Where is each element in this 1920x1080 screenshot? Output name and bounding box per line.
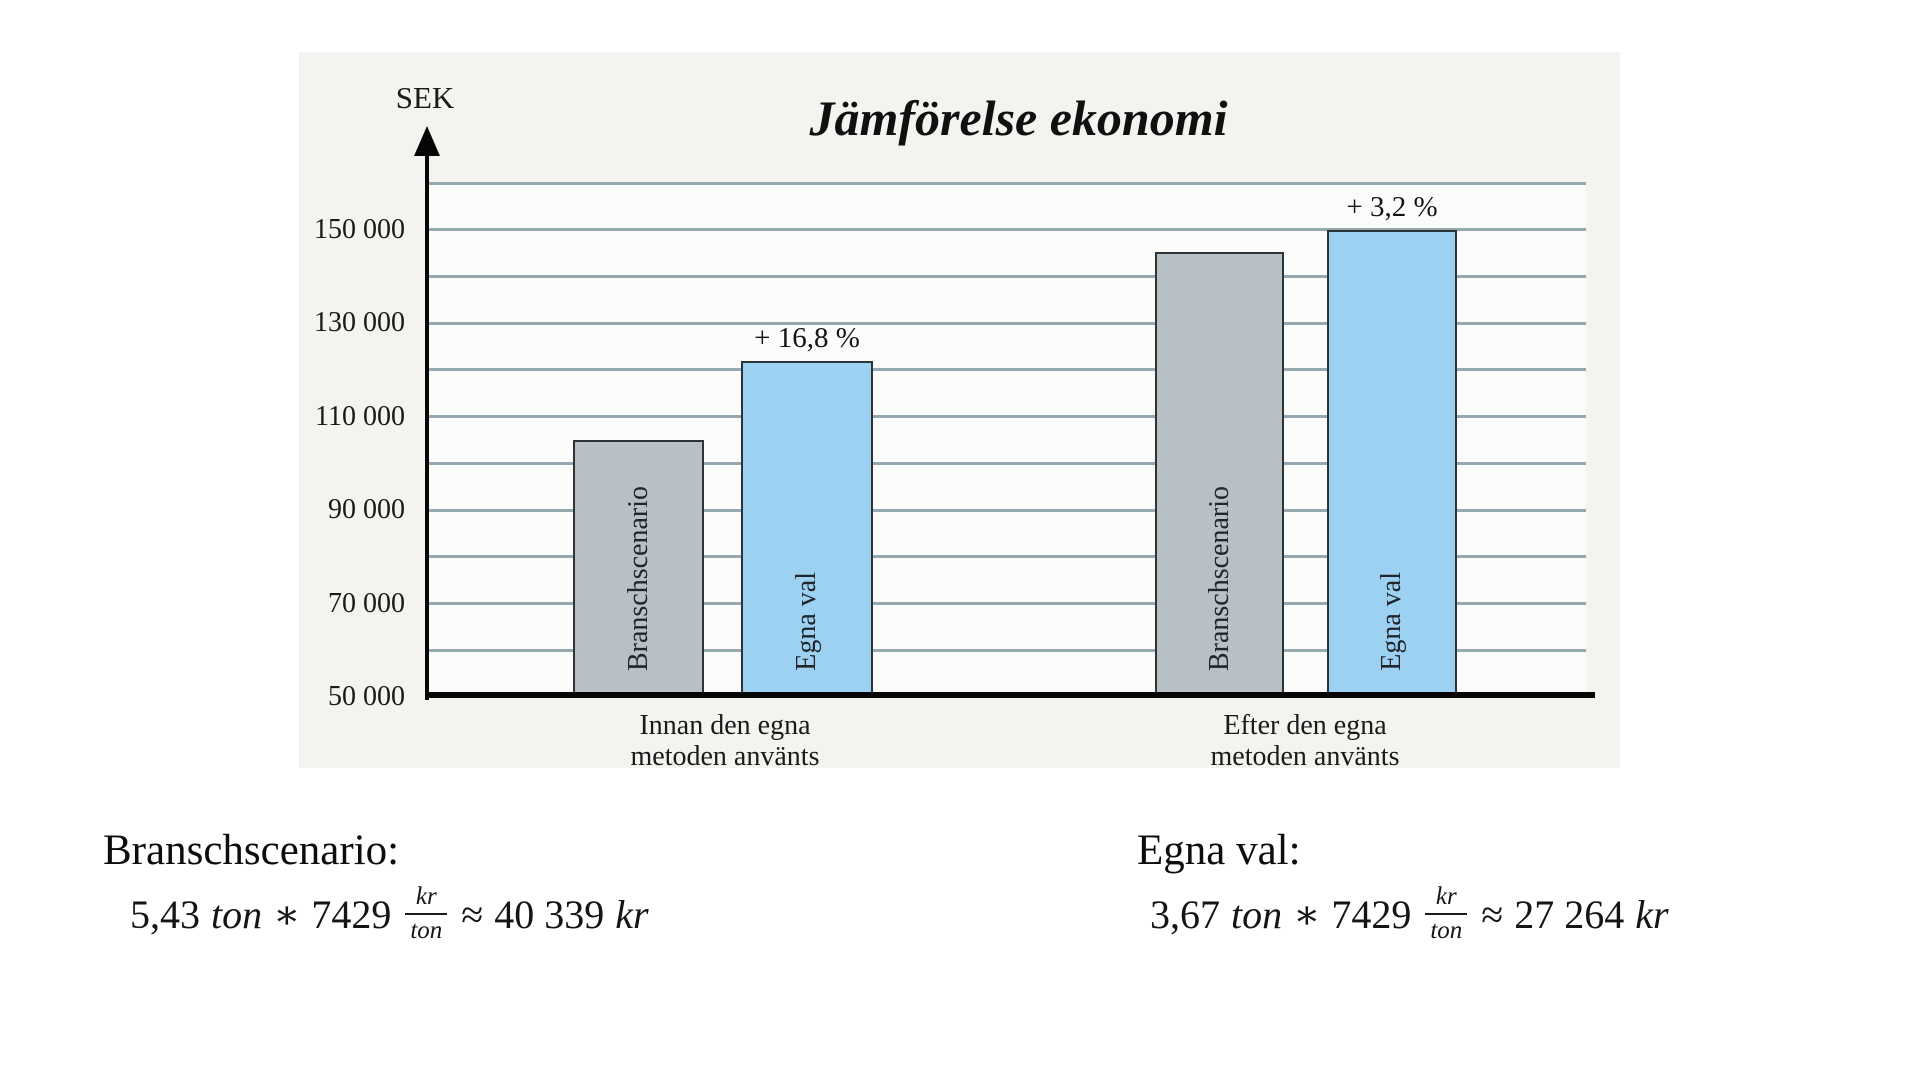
gridline: [427, 275, 1586, 279]
gridline: [427, 181, 1586, 185]
y-axis-line: [425, 152, 429, 700]
formula-1-fraction: kr ton: [405, 882, 448, 946]
formula-1-heading: Branschscenario:: [103, 827, 400, 874]
bar-label: Egna val: [1376, 572, 1407, 671]
formula-2-fraction-denominator: ton: [1425, 912, 1468, 946]
formula-2-operator: ∗: [1293, 891, 1321, 937]
x-axis-label-group-1: Innan den egna metoden använts: [630, 710, 820, 772]
formula-2-fraction: kr ton: [1425, 882, 1468, 946]
gridline: [427, 648, 1586, 652]
gridline: [427, 321, 1586, 325]
formula-1-factor-unit: ton: [211, 891, 263, 937]
y-tick-label: 130 000: [314, 307, 405, 339]
formula-1-factor: 5,43: [130, 891, 200, 937]
bar-annotation: + 16,8 %: [754, 321, 860, 354]
formula-1-result: 40 339: [494, 891, 605, 937]
bar-label: Branschscenario: [1203, 485, 1235, 671]
formula-1-price: 7429: [311, 891, 392, 937]
x-axis-label-group-2: Efter den egna metoden använts: [1210, 710, 1400, 772]
bar-egna-val-group-1: Egna val: [741, 360, 873, 697]
bar-label: Branschscenario: [622, 485, 654, 671]
gridline: [427, 368, 1586, 372]
y-tick-label: 90 000: [328, 494, 405, 526]
formula-2-expression: 3,67 ton ∗ 7429 kr ton ≈ 27 264 kr: [1150, 862, 1669, 966]
formula-2-approx: ≈: [1481, 891, 1504, 937]
formula-2-fraction-numerator: kr: [1435, 882, 1457, 910]
formula-1-fraction-numerator: kr: [415, 882, 437, 910]
y-tick-label: 70 000: [328, 587, 405, 619]
y-axis-arrow-icon: [414, 126, 440, 156]
formula-2-factor-unit: ton: [1231, 891, 1283, 937]
bar-label: Egna val: [791, 572, 822, 671]
gridline: [427, 228, 1586, 232]
y-tick-label: 110 000: [315, 400, 405, 432]
formula-2-factor: 3,67: [1150, 891, 1220, 937]
gridline: [427, 415, 1586, 419]
y-axis-unit-label: SEK: [395, 80, 455, 115]
formula-2-price: 7429: [1331, 891, 1412, 937]
formula-1-expression: 5,43 ton ∗ 7429 kr ton ≈ 40 339 kr: [130, 862, 649, 966]
bar-egna-val-group-2: Egna val: [1327, 229, 1457, 697]
formula-2-result-unit: kr: [1635, 891, 1669, 937]
bar-branschscenario-group-1: Branschscenario: [573, 440, 704, 697]
formula-1-fraction-denominator: ton: [405, 912, 448, 946]
formula-2-heading: Egna val:: [1137, 827, 1301, 874]
y-tick-label: 150 000: [314, 213, 405, 245]
bar-branschscenario-group-2: Branschscenario: [1155, 251, 1284, 697]
chart-title: Jämförelse ekonomi: [809, 90, 1228, 146]
chart-panel: Jämförelse ekonomi SEK Innan den egna me…: [299, 52, 1620, 772]
x-axis-line: [425, 692, 1595, 698]
formula-1-result-unit: kr: [615, 891, 649, 937]
gridline: [427, 555, 1586, 559]
bar-annotation: + 3,2 %: [1346, 190, 1438, 223]
gridline: [427, 602, 1586, 606]
y-tick-label: 50 000: [328, 681, 405, 712]
formula-2-result: 27 264: [1514, 891, 1625, 937]
gridline: [427, 508, 1586, 512]
gridline: [427, 461, 1586, 465]
formula-1-approx: ≈: [461, 891, 484, 937]
formula-1-operator: ∗: [273, 891, 301, 937]
